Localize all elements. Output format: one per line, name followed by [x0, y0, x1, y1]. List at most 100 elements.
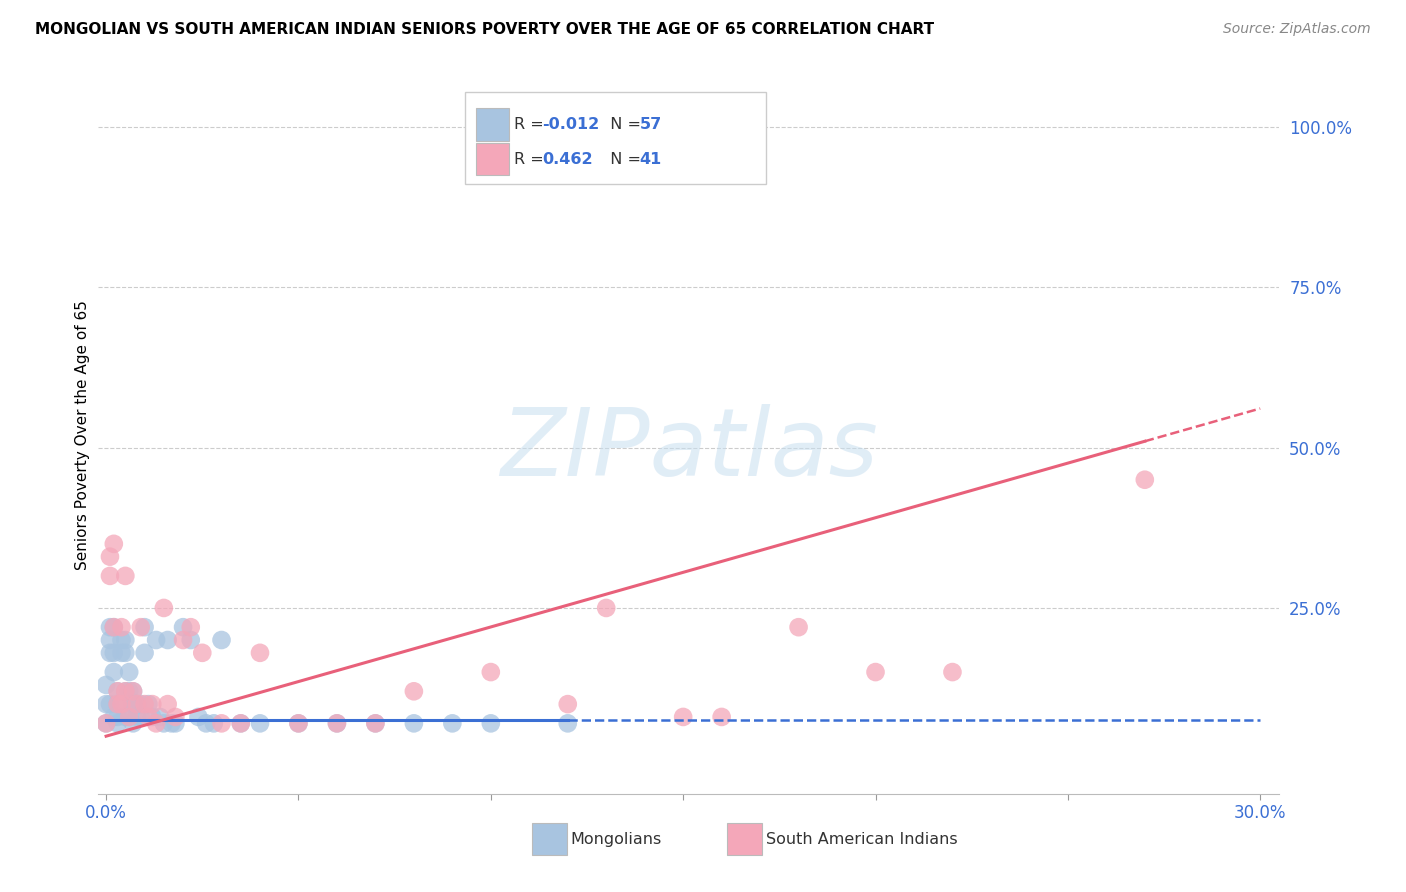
Point — [103, 620, 125, 634]
Point — [156, 633, 179, 648]
Point — [595, 601, 617, 615]
FancyBboxPatch shape — [464, 92, 766, 184]
Point — [110, 633, 132, 648]
Point — [114, 684, 136, 698]
Point — [118, 710, 141, 724]
Point — [156, 697, 179, 711]
Point — [122, 716, 145, 731]
Text: ZIPatlas: ZIPatlas — [501, 404, 877, 495]
FancyBboxPatch shape — [727, 823, 762, 855]
Point — [402, 684, 425, 698]
Point — [479, 665, 502, 679]
Point — [138, 710, 160, 724]
Point — [229, 716, 252, 731]
Point — [98, 569, 121, 583]
Point — [138, 697, 160, 711]
Point — [118, 665, 141, 679]
Point — [364, 716, 387, 731]
Point — [134, 646, 156, 660]
Point — [107, 710, 129, 724]
Point — [187, 710, 209, 724]
Point — [94, 716, 117, 731]
Point — [141, 710, 163, 724]
Text: MONGOLIAN VS SOUTH AMERICAN INDIAN SENIORS POVERTY OVER THE AGE OF 65 CORRELATIO: MONGOLIAN VS SOUTH AMERICAN INDIAN SENIO… — [35, 22, 934, 37]
Point — [98, 697, 121, 711]
Point — [153, 716, 176, 731]
Point — [107, 684, 129, 698]
Point — [98, 633, 121, 648]
Point — [134, 620, 156, 634]
Point — [172, 620, 194, 634]
Text: Mongolians: Mongolians — [571, 831, 662, 847]
Text: N =: N = — [600, 152, 647, 167]
Point — [153, 601, 176, 615]
Text: 57: 57 — [640, 117, 662, 132]
Point — [107, 697, 129, 711]
Point — [98, 620, 121, 634]
Point — [125, 710, 148, 724]
Point — [107, 697, 129, 711]
FancyBboxPatch shape — [477, 144, 509, 175]
Text: R =: R = — [515, 152, 548, 167]
Point — [103, 537, 125, 551]
FancyBboxPatch shape — [477, 108, 509, 141]
Point — [94, 678, 117, 692]
Point — [249, 646, 271, 660]
Point — [287, 716, 309, 731]
Point — [122, 684, 145, 698]
Point — [94, 697, 117, 711]
Point — [326, 716, 349, 731]
Point — [103, 620, 125, 634]
Point — [402, 716, 425, 731]
Point — [98, 646, 121, 660]
Text: 0.462: 0.462 — [543, 152, 593, 167]
Point — [941, 665, 963, 679]
Point — [110, 646, 132, 660]
Point — [149, 710, 172, 724]
Point — [141, 697, 163, 711]
Point — [110, 620, 132, 634]
Point — [94, 716, 117, 731]
Point — [122, 697, 145, 711]
Point — [114, 646, 136, 660]
Point — [672, 710, 695, 724]
Point — [110, 697, 132, 711]
Point — [129, 710, 152, 724]
Text: South American Indians: South American Indians — [766, 831, 957, 847]
Point — [180, 633, 202, 648]
Point — [172, 633, 194, 648]
Point — [145, 716, 167, 731]
Point — [441, 716, 464, 731]
Point — [195, 716, 218, 731]
Point — [118, 710, 141, 724]
Point — [191, 646, 214, 660]
Point — [249, 716, 271, 731]
Point — [125, 697, 148, 711]
Point — [557, 716, 579, 731]
Point — [125, 697, 148, 711]
Point — [103, 710, 125, 724]
Point — [134, 697, 156, 711]
Point — [103, 665, 125, 679]
Point — [326, 716, 349, 731]
Text: -0.012: -0.012 — [543, 117, 600, 132]
Point — [107, 684, 129, 698]
Point — [107, 716, 129, 731]
Point — [287, 716, 309, 731]
Point — [129, 620, 152, 634]
Text: Source: ZipAtlas.com: Source: ZipAtlas.com — [1223, 22, 1371, 37]
Point — [479, 716, 502, 731]
Point — [202, 716, 225, 731]
Point — [710, 710, 733, 724]
Point — [145, 633, 167, 648]
Point — [211, 716, 233, 731]
Point — [114, 633, 136, 648]
Y-axis label: Seniors Poverty Over the Age of 65: Seniors Poverty Over the Age of 65 — [75, 300, 90, 570]
Point — [364, 716, 387, 731]
Point — [114, 710, 136, 724]
Point — [118, 684, 141, 698]
Point — [865, 665, 887, 679]
Point — [129, 697, 152, 711]
Point — [98, 549, 121, 564]
Text: N =: N = — [600, 117, 647, 132]
